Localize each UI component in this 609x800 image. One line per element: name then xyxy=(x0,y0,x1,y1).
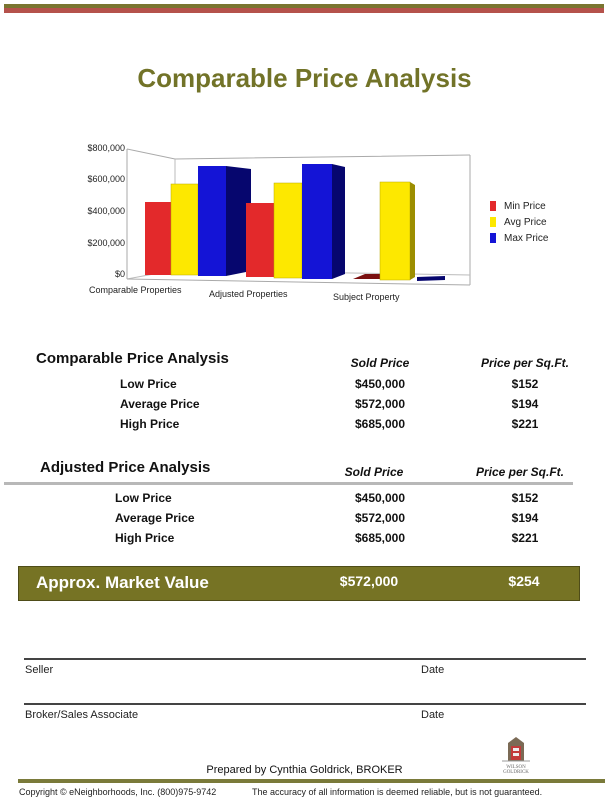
comparable-sold-value: $685,000 xyxy=(354,417,406,431)
adjusted-row-label: Average Price xyxy=(115,511,195,525)
adjusted-sold-value: $450,000 xyxy=(354,491,406,505)
adjusted-sold-value: $572,000 xyxy=(354,511,406,525)
legend-label: Max Price xyxy=(504,232,549,244)
adjusted-col-sqft: Price per Sq.Ft. xyxy=(475,465,565,479)
x-label: Comparable Properties xyxy=(89,285,182,295)
legend-swatch-icon xyxy=(490,201,496,211)
legend-swatch-icon xyxy=(490,233,496,243)
broker-label: Broker/Sales Associate xyxy=(25,709,139,721)
price-bar-chart: $800,000 $600,000 $400,000 $200,000 $0 C… xyxy=(70,135,580,310)
comparable-row-label: Average Price xyxy=(120,397,200,411)
brokerage-logo: WILSON GOLDRICK xyxy=(498,737,534,775)
comparable-sqft-value: $194 xyxy=(511,397,539,411)
legend-item: Max Price xyxy=(490,230,548,246)
copyright-text: Copyright © eNeighborhoods, Inc. (800)97… xyxy=(19,787,217,797)
chart-legend: Min Price Avg Price Max Price xyxy=(490,198,548,246)
x-label: Subject Property xyxy=(333,292,400,302)
seller-signature-line[interactable] xyxy=(24,658,586,660)
y-tick: $600,000 xyxy=(87,174,125,184)
broker-date-label: Date xyxy=(421,709,445,721)
page-title: Comparable Price Analysis xyxy=(137,63,472,93)
header-rule-red xyxy=(4,8,604,13)
adjusted-row-label: Low Price xyxy=(115,491,172,505)
seller-label: Seller xyxy=(25,664,54,676)
market-value-label: Approx. Market Value xyxy=(36,573,209,592)
comparable-row-label: High Price xyxy=(120,417,180,431)
comparable-col-sqft: Price per Sq.Ft. xyxy=(480,356,570,370)
y-tick: $0 xyxy=(114,269,125,279)
market-value-sqft: $254 xyxy=(508,573,540,589)
footer-rule xyxy=(18,779,605,783)
legend-item: Avg Price xyxy=(490,214,548,230)
svg-text:GOLDRICK: GOLDRICK xyxy=(503,770,529,775)
disclaimer-text: The accuracy of all information is deeme… xyxy=(252,787,543,797)
broker-signature-line[interactable] xyxy=(24,703,586,705)
y-tick: $800,000 xyxy=(87,143,125,153)
comparable-sqft-value: $152 xyxy=(511,377,539,391)
seller-date-label: Date xyxy=(421,664,445,676)
legend-label: Avg Price xyxy=(504,216,547,228)
legend-swatch-icon xyxy=(490,217,496,227)
adjusted-sqft-value: $221 xyxy=(511,531,539,545)
y-tick: $200,000 xyxy=(87,238,125,248)
header-rule-olive xyxy=(4,4,604,8)
adjusted-section-title: Adjusted Price Analysis xyxy=(40,459,211,476)
comparable-sold-value: $572,000 xyxy=(354,397,406,411)
adjusted-col-sold: Sold Price xyxy=(344,465,404,479)
comparable-section-title: Comparable Price Analysis xyxy=(36,350,229,367)
comparable-sqft-value: $221 xyxy=(511,417,539,431)
adjusted-sqft-value: $152 xyxy=(511,491,539,505)
prepared-by: Prepared by Cynthia Goldrick, BROKER xyxy=(206,764,403,776)
house-logo-icon: WILSON GOLDRICK xyxy=(502,737,530,775)
market-value-sold: $572,000 xyxy=(339,573,399,589)
legend-item: Min Price xyxy=(490,198,548,214)
comparable-sold-value: $450,000 xyxy=(354,377,406,391)
comparable-col-sold: Sold Price xyxy=(350,356,410,370)
x-label: Adjusted Properties xyxy=(209,289,288,299)
chart-plot-area xyxy=(126,148,471,286)
adjusted-sold-value: $685,000 xyxy=(354,531,406,545)
comparable-row-label: Low Price xyxy=(120,377,177,391)
market-value-bar: Approx. Market Value $572,000 $254 xyxy=(18,566,580,601)
adjusted-divider xyxy=(4,482,573,485)
legend-label: Min Price xyxy=(504,200,546,212)
svg-text:WILSON: WILSON xyxy=(506,765,526,770)
y-tick: $400,000 xyxy=(87,206,125,216)
adjusted-sqft-value: $194 xyxy=(511,511,539,525)
adjusted-row-label: High Price xyxy=(115,531,175,545)
